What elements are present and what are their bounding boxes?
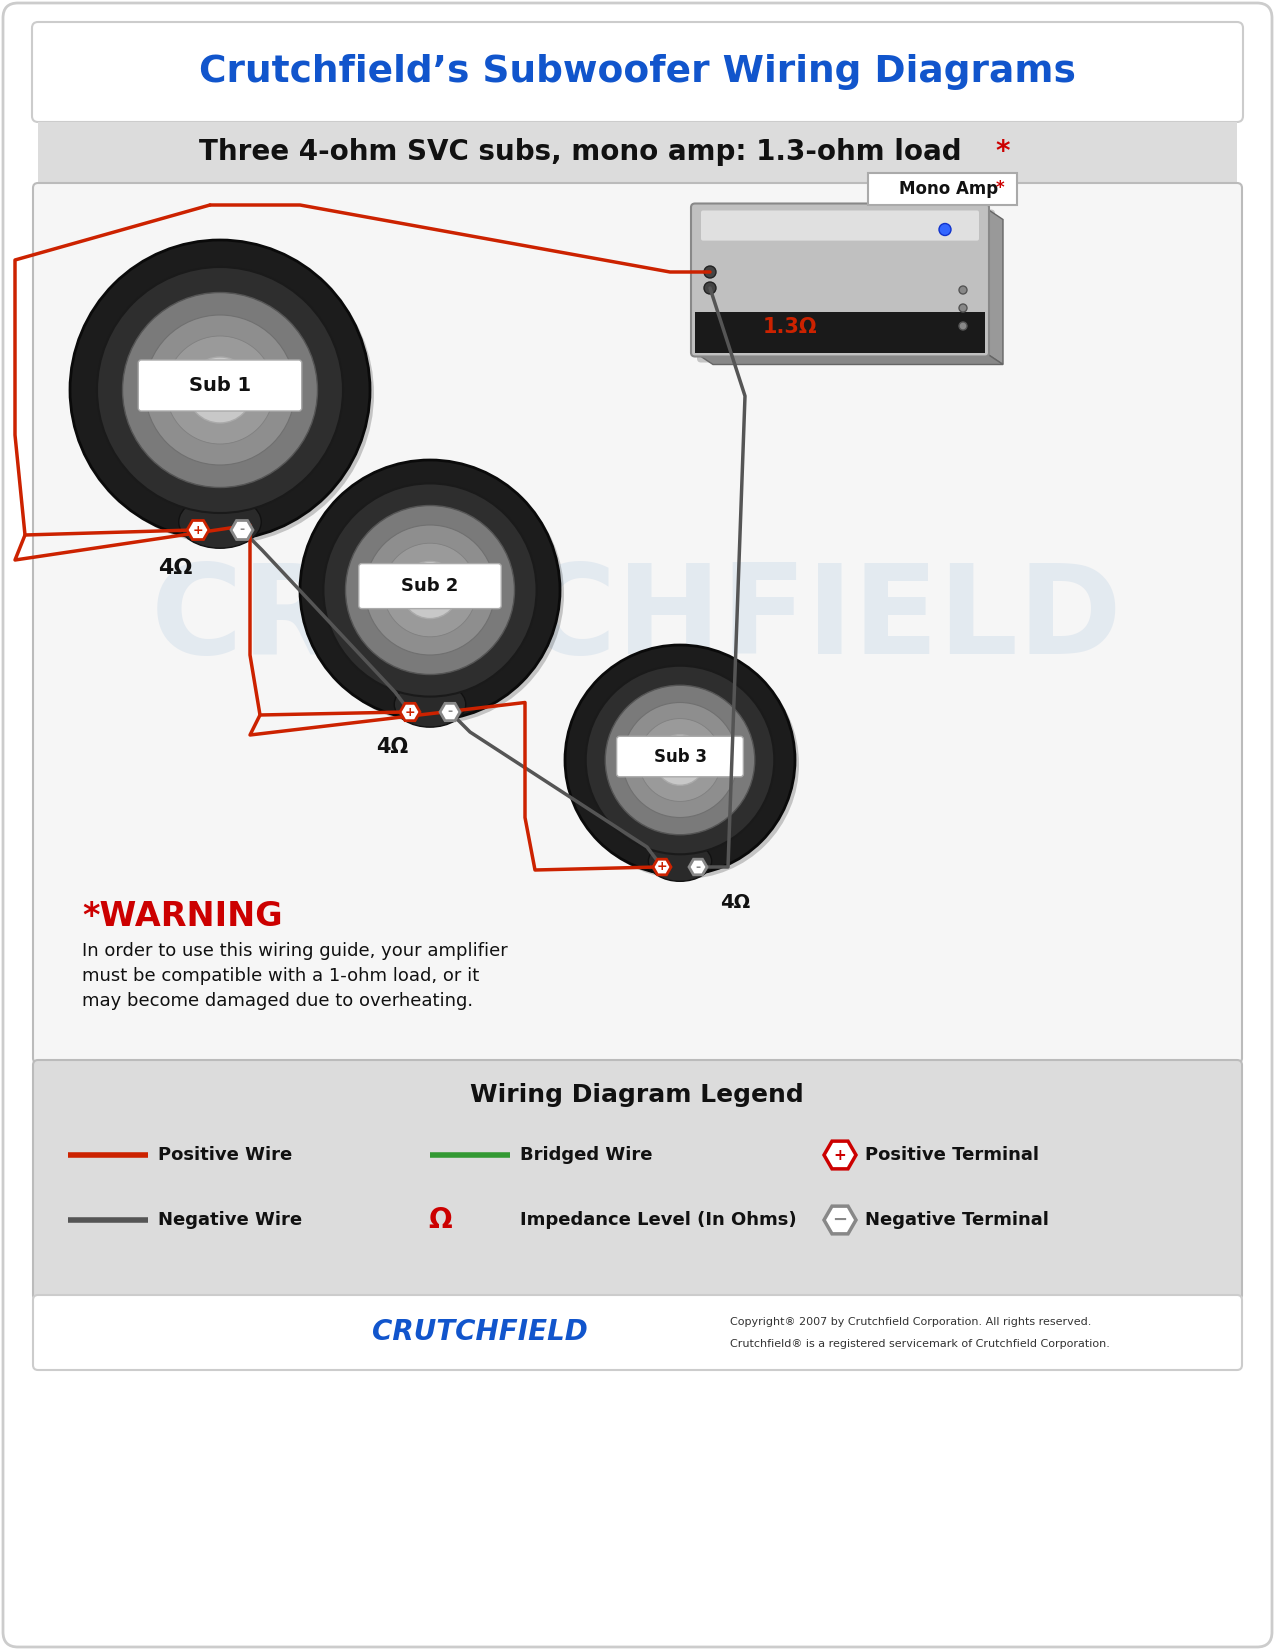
Circle shape xyxy=(365,525,495,655)
Text: -: - xyxy=(695,861,700,873)
Text: −: − xyxy=(833,1211,848,1229)
Text: 1.3Ω: 1.3Ω xyxy=(762,317,817,337)
Circle shape xyxy=(303,464,564,724)
Text: In order to use this wiring guide, your amplifier
must be compatible with a 1-oh: In order to use this wiring guide, your … xyxy=(82,942,507,1010)
Circle shape xyxy=(704,282,717,294)
FancyBboxPatch shape xyxy=(358,564,501,609)
Circle shape xyxy=(938,223,951,236)
FancyBboxPatch shape xyxy=(701,211,979,241)
Text: +: + xyxy=(834,1147,847,1163)
Circle shape xyxy=(187,356,252,422)
FancyBboxPatch shape xyxy=(38,122,1237,182)
Circle shape xyxy=(622,703,737,817)
Text: +: + xyxy=(404,706,416,718)
Ellipse shape xyxy=(394,681,465,728)
Circle shape xyxy=(166,337,274,444)
Circle shape xyxy=(654,734,705,785)
Text: Impedance Level (In Ohms): Impedance Level (In Ohms) xyxy=(520,1211,797,1229)
Text: +: + xyxy=(657,861,667,873)
Text: Negative Wire: Negative Wire xyxy=(158,1211,302,1229)
Text: 4Ω: 4Ω xyxy=(720,893,750,911)
Text: CRUTCHFIELD: CRUTCHFIELD xyxy=(152,559,1123,680)
Polygon shape xyxy=(695,353,1003,365)
Circle shape xyxy=(97,267,343,513)
Circle shape xyxy=(324,483,537,696)
Text: Copyright® 2007 by Crutchfield Corporation. All rights reserved.: Copyright® 2007 by Crutchfield Corporati… xyxy=(731,1317,1091,1327)
FancyBboxPatch shape xyxy=(138,360,302,411)
Circle shape xyxy=(959,285,966,294)
Circle shape xyxy=(145,315,295,465)
Text: -: - xyxy=(240,523,245,536)
Circle shape xyxy=(384,543,477,637)
Circle shape xyxy=(417,578,442,602)
Circle shape xyxy=(205,375,235,404)
Circle shape xyxy=(606,685,755,835)
Text: CRUTCHFIELD: CRUTCHFIELD xyxy=(372,1318,588,1346)
Text: Positive Terminal: Positive Terminal xyxy=(864,1147,1039,1163)
FancyBboxPatch shape xyxy=(868,173,1017,205)
Circle shape xyxy=(569,648,799,879)
Circle shape xyxy=(704,266,717,277)
Text: Negative Terminal: Negative Terminal xyxy=(864,1211,1049,1229)
Circle shape xyxy=(402,561,459,619)
Polygon shape xyxy=(986,208,1003,365)
FancyBboxPatch shape xyxy=(33,1295,1242,1370)
Text: Ω: Ω xyxy=(428,1206,451,1234)
Text: Mono Amp: Mono Amp xyxy=(899,180,998,198)
Text: 4Ω: 4Ω xyxy=(376,738,408,757)
Ellipse shape xyxy=(649,842,711,881)
FancyBboxPatch shape xyxy=(32,21,1243,122)
Circle shape xyxy=(668,749,691,772)
FancyBboxPatch shape xyxy=(33,1059,1242,1300)
Circle shape xyxy=(959,322,966,330)
Text: Sub 2: Sub 2 xyxy=(402,578,459,596)
Ellipse shape xyxy=(179,495,261,548)
FancyBboxPatch shape xyxy=(33,183,1242,1063)
FancyBboxPatch shape xyxy=(3,3,1272,1647)
Text: *: * xyxy=(994,139,1010,167)
FancyBboxPatch shape xyxy=(697,210,994,363)
FancyBboxPatch shape xyxy=(617,736,743,777)
Text: Sub 1: Sub 1 xyxy=(189,376,251,394)
Text: Crutchfield® is a registered servicemark of Crutchfield Corporation.: Crutchfield® is a registered servicemark… xyxy=(731,1340,1109,1350)
Text: Wiring Diagram Legend: Wiring Diagram Legend xyxy=(470,1082,803,1107)
Text: 4Ω: 4Ω xyxy=(158,558,193,578)
Circle shape xyxy=(122,292,317,487)
Text: *WARNING: *WARNING xyxy=(82,899,283,932)
Text: Bridged Wire: Bridged Wire xyxy=(520,1147,653,1163)
Text: -: - xyxy=(448,706,453,718)
Circle shape xyxy=(70,239,370,540)
Text: Sub 3: Sub 3 xyxy=(654,747,706,766)
Circle shape xyxy=(300,460,560,719)
Circle shape xyxy=(959,304,966,312)
Text: +: + xyxy=(193,523,203,536)
FancyBboxPatch shape xyxy=(695,312,986,353)
Circle shape xyxy=(585,665,774,855)
Text: Three 4-ohm SVC subs, mono amp: 1.3-ohm load: Three 4-ohm SVC subs, mono amp: 1.3-ohm … xyxy=(199,139,961,167)
Circle shape xyxy=(565,645,796,874)
Circle shape xyxy=(346,505,515,675)
FancyBboxPatch shape xyxy=(691,203,989,356)
Circle shape xyxy=(639,719,722,802)
Text: *: * xyxy=(996,180,1005,198)
Circle shape xyxy=(74,244,374,544)
Text: Positive Wire: Positive Wire xyxy=(158,1147,292,1163)
Text: Crutchfield’s Subwoofer Wiring Diagrams: Crutchfield’s Subwoofer Wiring Diagrams xyxy=(199,54,1075,91)
